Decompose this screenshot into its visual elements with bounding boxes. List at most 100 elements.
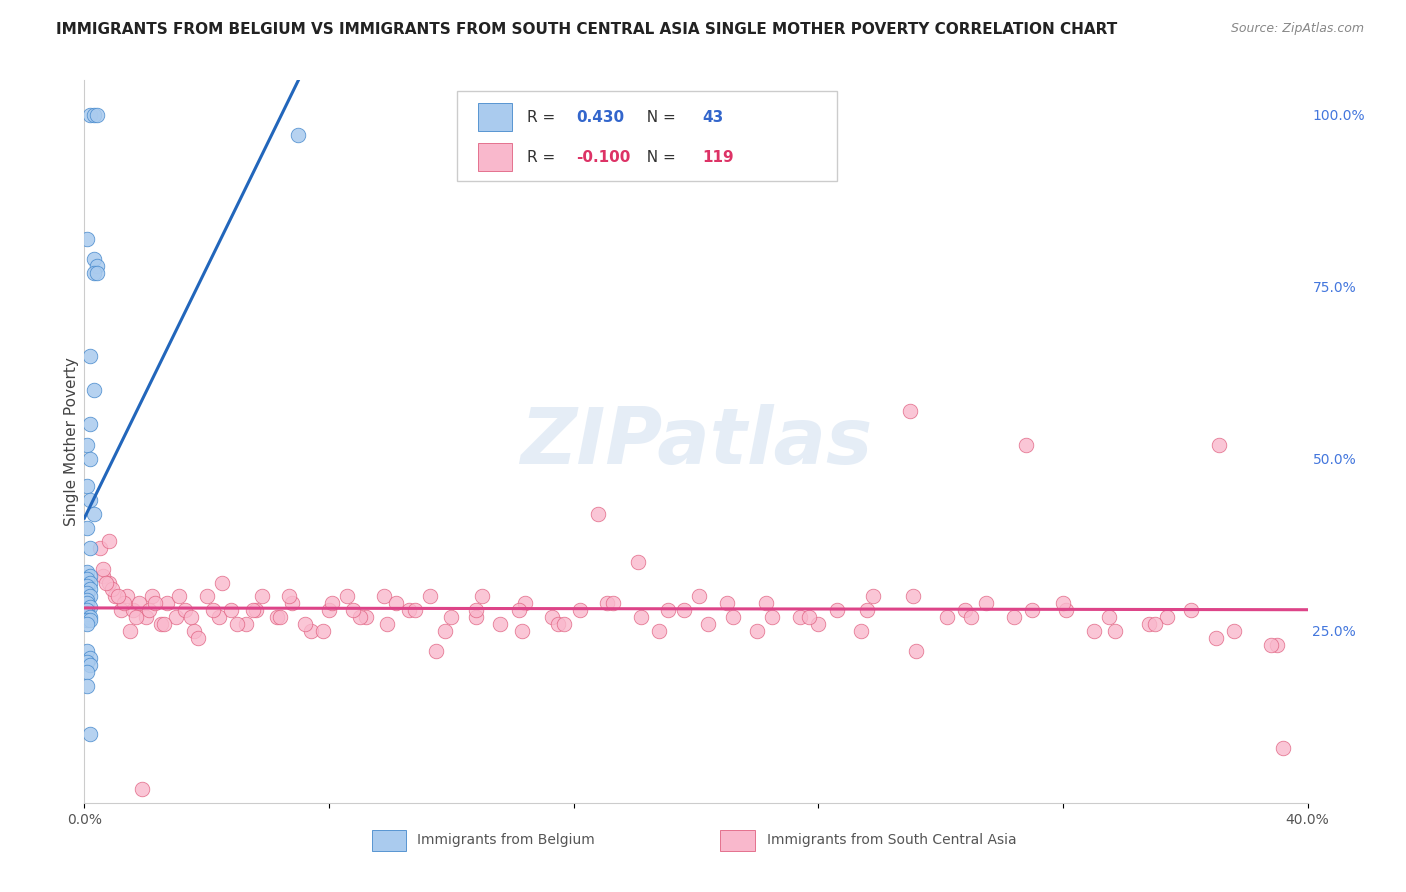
Text: 119: 119 bbox=[702, 150, 734, 164]
Text: Immigrants from Belgium: Immigrants from Belgium bbox=[418, 833, 595, 847]
Point bbox=[83, 507, 105, 521]
Point bbox=[208, 610, 231, 624]
Point bbox=[174, 603, 197, 617]
Point bbox=[79, 582, 101, 597]
Point bbox=[104, 590, 127, 604]
Point bbox=[755, 596, 778, 610]
Point bbox=[797, 610, 820, 624]
Bar bbox=[478, 144, 513, 170]
Point bbox=[79, 568, 101, 582]
Point bbox=[122, 603, 145, 617]
Point bbox=[79, 541, 101, 556]
Point bbox=[79, 451, 101, 466]
Point bbox=[434, 624, 457, 638]
Point bbox=[76, 616, 98, 631]
Point bbox=[856, 603, 879, 617]
Point bbox=[79, 417, 101, 432]
Point bbox=[180, 610, 202, 624]
Point bbox=[1098, 610, 1121, 624]
Point bbox=[79, 614, 101, 628]
Point bbox=[1208, 438, 1230, 452]
Point bbox=[1054, 603, 1077, 617]
Point bbox=[76, 607, 98, 621]
Point bbox=[107, 590, 129, 604]
Point bbox=[110, 603, 132, 617]
Point bbox=[143, 596, 166, 610]
Point bbox=[294, 616, 316, 631]
Point bbox=[789, 610, 811, 624]
Point bbox=[568, 603, 591, 617]
Point bbox=[97, 534, 120, 549]
Point bbox=[849, 624, 872, 638]
Point bbox=[905, 644, 928, 658]
Text: Immigrants from South Central Asia: Immigrants from South Central Asia bbox=[766, 833, 1017, 847]
Point bbox=[464, 603, 486, 617]
Text: Source: ZipAtlas.com: Source: ZipAtlas.com bbox=[1230, 22, 1364, 36]
Point bbox=[226, 616, 249, 631]
Point bbox=[672, 603, 695, 617]
Point bbox=[76, 665, 98, 679]
Point bbox=[440, 610, 463, 624]
Point bbox=[648, 624, 671, 638]
Point bbox=[266, 610, 288, 624]
Point bbox=[76, 614, 98, 628]
Point bbox=[1265, 638, 1288, 652]
Point bbox=[76, 479, 98, 493]
Point bbox=[747, 624, 769, 638]
Point bbox=[79, 575, 101, 590]
Point bbox=[1156, 610, 1178, 624]
Point bbox=[79, 658, 101, 673]
Point bbox=[235, 616, 257, 631]
Point bbox=[79, 727, 101, 741]
Point bbox=[471, 590, 494, 604]
Text: ZIPatlas: ZIPatlas bbox=[520, 403, 872, 480]
Point bbox=[1052, 596, 1074, 610]
Point bbox=[1272, 740, 1295, 755]
Point bbox=[83, 383, 105, 397]
Text: R =: R = bbox=[527, 110, 560, 125]
Point bbox=[953, 603, 976, 617]
Point bbox=[156, 596, 179, 610]
Point bbox=[91, 562, 114, 576]
Point bbox=[862, 590, 884, 604]
Point bbox=[91, 568, 114, 582]
Point bbox=[86, 266, 108, 280]
Point bbox=[186, 631, 208, 645]
Point bbox=[76, 592, 98, 607]
Point bbox=[269, 610, 291, 624]
Point bbox=[1137, 616, 1160, 631]
Point bbox=[657, 603, 679, 617]
Point bbox=[79, 108, 101, 122]
Point bbox=[935, 610, 957, 624]
Point bbox=[281, 596, 304, 610]
Point bbox=[385, 596, 408, 610]
Point bbox=[79, 651, 101, 665]
Point bbox=[630, 610, 652, 624]
Point bbox=[425, 644, 447, 658]
Point bbox=[602, 596, 624, 610]
Point bbox=[76, 586, 98, 600]
Point bbox=[76, 438, 98, 452]
Point bbox=[1104, 624, 1126, 638]
Point bbox=[83, 266, 105, 280]
Point bbox=[211, 575, 233, 590]
Point bbox=[76, 644, 98, 658]
Point bbox=[541, 610, 564, 624]
Point bbox=[1260, 638, 1282, 652]
Text: 43: 43 bbox=[702, 110, 723, 125]
Point bbox=[165, 610, 187, 624]
Point bbox=[901, 590, 924, 604]
Point bbox=[245, 603, 267, 617]
Point bbox=[83, 252, 105, 267]
Point bbox=[586, 507, 609, 521]
Point bbox=[510, 624, 533, 638]
Text: -0.100: -0.100 bbox=[576, 150, 630, 164]
Point bbox=[76, 520, 98, 534]
Point bbox=[464, 610, 486, 624]
Point bbox=[76, 579, 98, 593]
Point bbox=[553, 616, 575, 631]
Point bbox=[97, 575, 120, 590]
Text: N =: N = bbox=[637, 150, 681, 164]
Point bbox=[404, 603, 426, 617]
Point bbox=[79, 493, 101, 508]
